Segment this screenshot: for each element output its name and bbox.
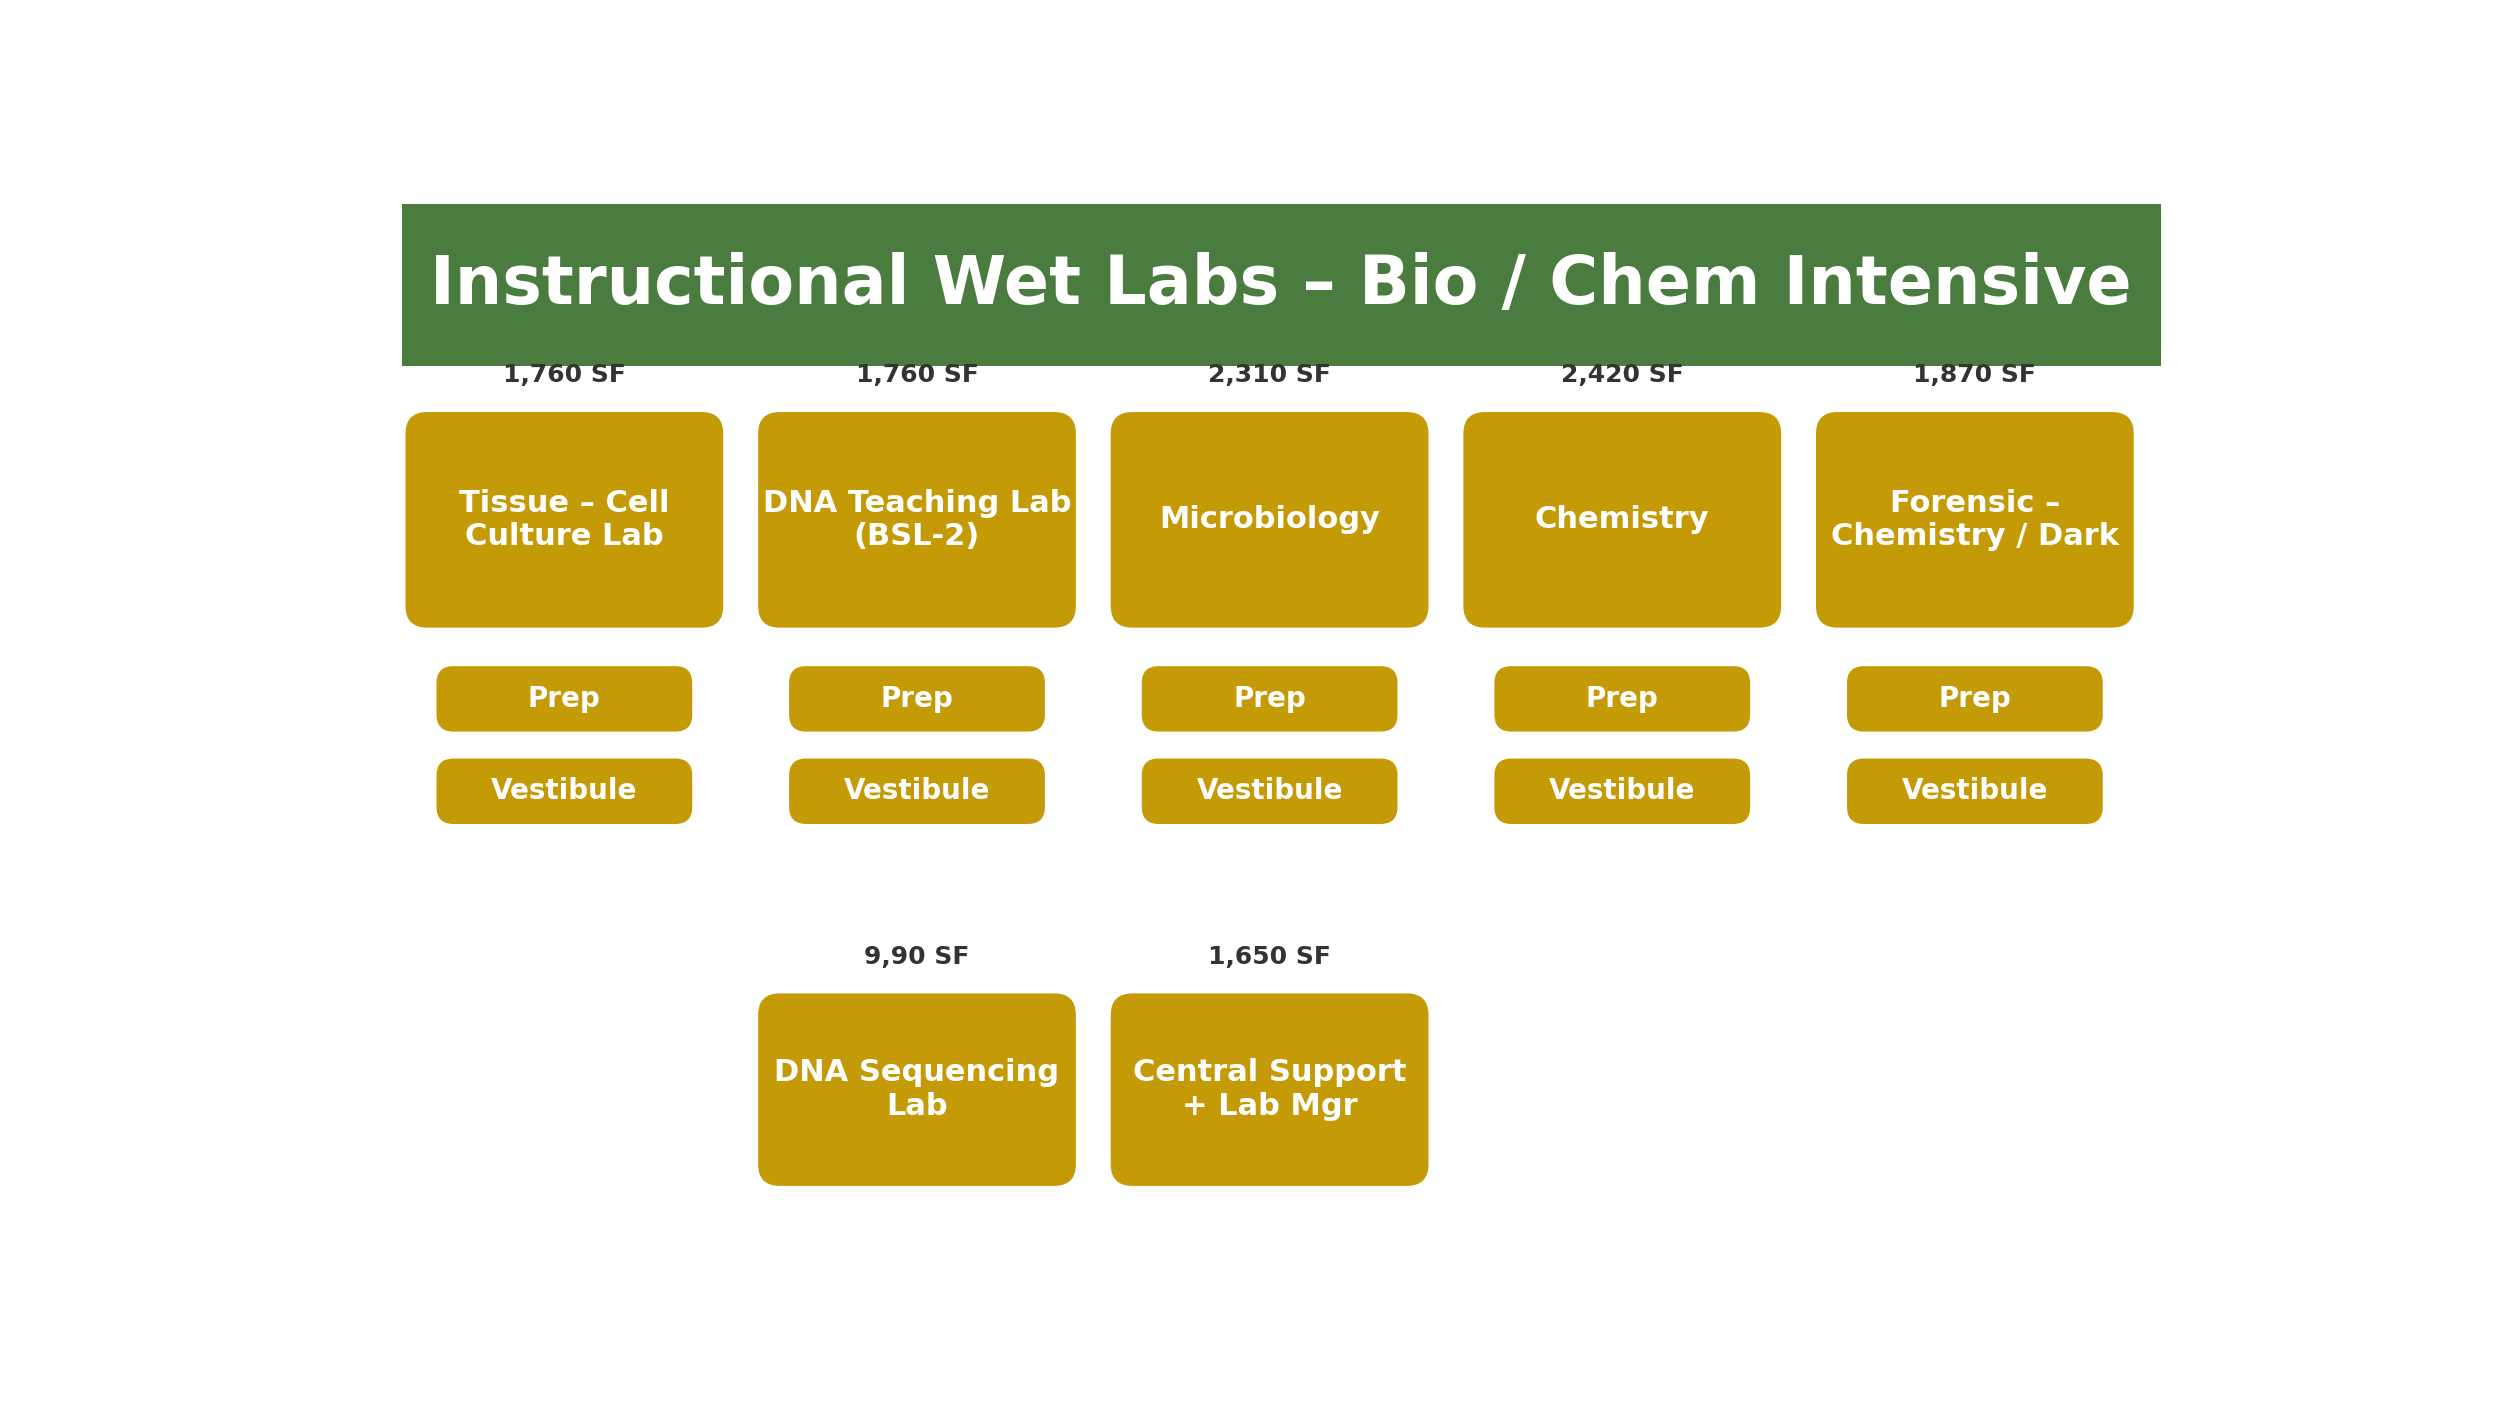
Text: 1,870 SF: 1,870 SF xyxy=(1912,363,2037,388)
FancyBboxPatch shape xyxy=(438,759,693,824)
FancyBboxPatch shape xyxy=(438,666,693,731)
Text: 2,310 SF: 2,310 SF xyxy=(1208,363,1330,388)
Text: Prep: Prep xyxy=(1585,685,1658,713)
FancyBboxPatch shape xyxy=(1142,759,1398,824)
Text: 1,760 SF: 1,760 SF xyxy=(503,363,625,388)
FancyBboxPatch shape xyxy=(405,412,722,627)
FancyBboxPatch shape xyxy=(1815,412,2135,627)
Text: DNA Teaching Lab
(BSL-2): DNA Teaching Lab (BSL-2) xyxy=(762,488,1072,551)
FancyBboxPatch shape xyxy=(1462,412,1780,627)
FancyBboxPatch shape xyxy=(790,666,1045,731)
FancyBboxPatch shape xyxy=(1495,666,1750,731)
Text: Prep: Prep xyxy=(1938,685,2010,713)
Text: 9,90 SF: 9,90 SF xyxy=(865,945,970,969)
Text: Prep: Prep xyxy=(528,685,600,713)
Text: Tissue – Cell
Culture Lab: Tissue – Cell Culture Lab xyxy=(460,488,670,551)
FancyBboxPatch shape xyxy=(758,994,1075,1185)
FancyBboxPatch shape xyxy=(1110,412,1428,627)
Text: Vestibule: Vestibule xyxy=(1902,778,2047,806)
FancyBboxPatch shape xyxy=(402,204,2160,366)
Text: DNA Sequencing
Lab: DNA Sequencing Lab xyxy=(775,1059,1060,1121)
Text: Microbiology: Microbiology xyxy=(1160,505,1380,534)
Text: Vestibule: Vestibule xyxy=(1550,778,1695,806)
Text: Vestibule: Vestibule xyxy=(490,778,638,806)
Text: Central Support
+ Lab Mgr: Central Support + Lab Mgr xyxy=(1132,1059,1407,1121)
Text: Chemistry: Chemistry xyxy=(1535,505,1710,534)
Text: Vestibule: Vestibule xyxy=(1198,778,1343,806)
Text: Prep: Prep xyxy=(1232,685,1305,713)
FancyBboxPatch shape xyxy=(1848,759,2102,824)
FancyBboxPatch shape xyxy=(1142,666,1398,731)
Text: 1,650 SF: 1,650 SF xyxy=(1208,945,1330,969)
FancyBboxPatch shape xyxy=(790,759,1045,824)
FancyBboxPatch shape xyxy=(758,412,1075,627)
Text: 2,420 SF: 2,420 SF xyxy=(1560,363,1682,388)
Text: Forensic –
Chemistry / Dark: Forensic – Chemistry / Dark xyxy=(1830,488,2120,551)
FancyBboxPatch shape xyxy=(1110,994,1428,1185)
FancyBboxPatch shape xyxy=(1495,759,1750,824)
Text: Prep: Prep xyxy=(880,685,953,713)
FancyBboxPatch shape xyxy=(1848,666,2102,731)
Text: Vestibule: Vestibule xyxy=(845,778,990,806)
Text: Instructional Wet Labs – Bio / Chem Intensive: Instructional Wet Labs – Bio / Chem Inte… xyxy=(430,252,2132,318)
Text: 1,760 SF: 1,760 SF xyxy=(855,363,978,388)
